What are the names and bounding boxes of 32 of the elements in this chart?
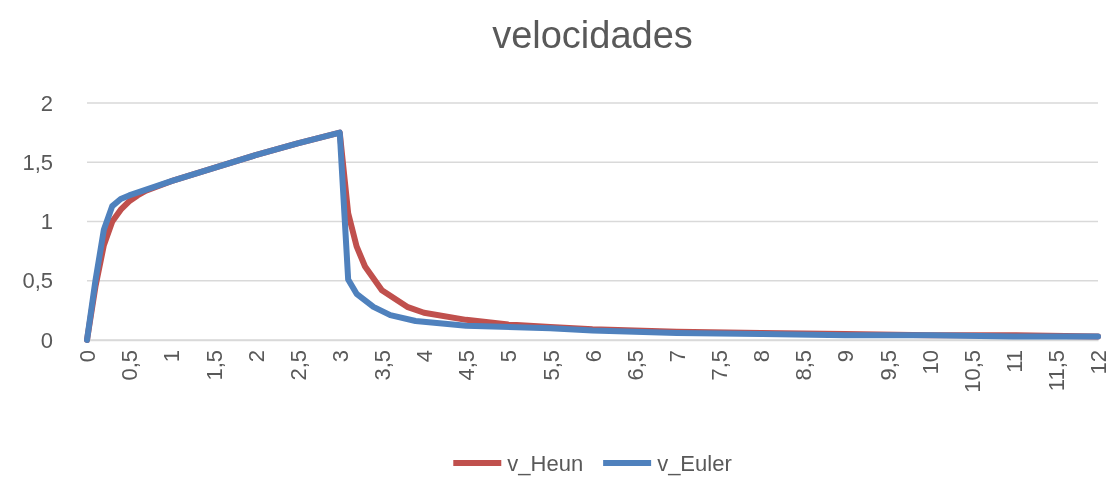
legend-label: v_Heun	[507, 450, 584, 476]
x-tick-label: 0	[75, 350, 101, 363]
y-tick-label: 0,5	[22, 268, 53, 294]
x-tick-label: 7,5	[707, 350, 733, 381]
x-tick-label: 2,5	[285, 350, 311, 381]
x-tick-label: 1,5	[201, 350, 227, 381]
x-tick-label: 6,5	[622, 350, 648, 381]
y-tick-label: 2	[40, 90, 53, 116]
x-tick-label: 11,5	[1044, 350, 1070, 392]
x-tick-label: 2	[243, 350, 269, 363]
x-tick-label: 5	[496, 350, 522, 363]
chart-title: velocidades	[492, 14, 693, 56]
x-tick-label: 10,5	[959, 350, 985, 393]
x-tick-label: 8,5	[791, 350, 817, 381]
x-tick-label: 9,5	[875, 350, 901, 381]
x-tick-label: 7	[664, 350, 690, 363]
x-tick-label: 1	[159, 350, 185, 363]
x-tick-label: 9	[833, 350, 859, 363]
y-tick-label: 1,5	[22, 149, 53, 175]
x-tick-label: 3,5	[370, 350, 396, 381]
x-tick-label: 8	[749, 350, 775, 363]
x-tick-label: 5,5	[538, 350, 564, 381]
x-tick-label: 10	[917, 350, 943, 375]
x-tick-label: 3	[327, 350, 353, 363]
x-tick-label: 11	[1001, 350, 1027, 373]
y-tick-label: 1	[40, 209, 53, 235]
x-tick-label: 12	[1086, 350, 1112, 375]
legend-label: v_Euler	[657, 450, 732, 476]
x-tick-label: 0,5	[117, 350, 143, 381]
x-tick-label: 4,5	[454, 350, 480, 381]
x-tick-label: 6	[580, 350, 606, 363]
x-tick-label: 4	[412, 350, 438, 363]
